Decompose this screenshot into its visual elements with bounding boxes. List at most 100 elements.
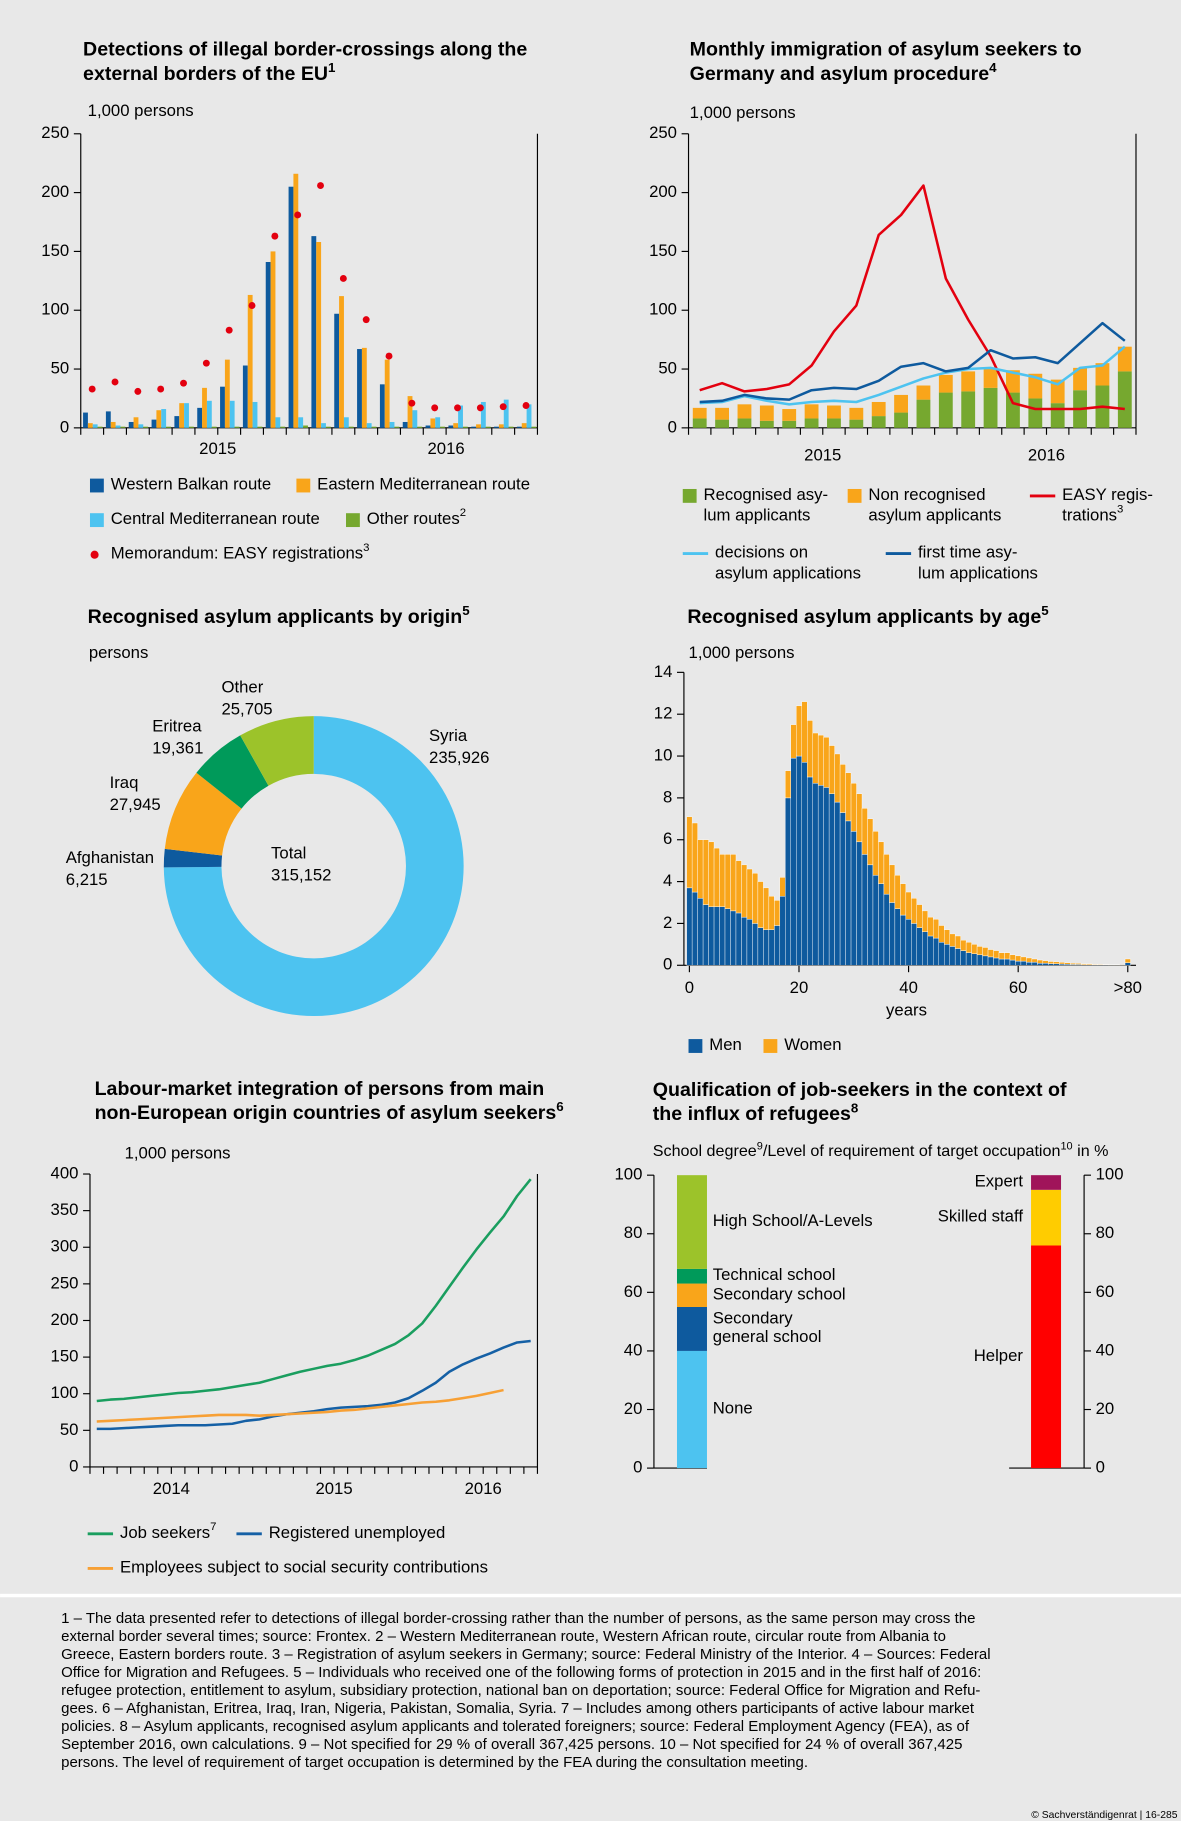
total-value: 315,152 <box>271 866 331 885</box>
chart-title: Labour-market integration of persons fro… <box>95 1078 564 1124</box>
bar <box>827 418 841 428</box>
bar <box>133 417 139 428</box>
bar <box>796 755 802 966</box>
bar <box>265 261 271 428</box>
bar <box>998 958 1005 966</box>
bar <box>922 910 928 933</box>
y-tick-label: 0 <box>69 1456 78 1475</box>
x-tick-label: 0 <box>685 978 694 997</box>
x-tick-label: 2015 <box>804 446 841 465</box>
point <box>431 404 439 412</box>
bar-segment <box>1031 1189 1062 1246</box>
x-tick-label: 2014 <box>153 1479 190 1498</box>
total-value-line: 315,152 <box>271 866 331 885</box>
bar <box>927 935 934 966</box>
bar <box>1028 373 1043 399</box>
bar <box>719 906 726 966</box>
segment-label: Secondary school <box>713 1285 846 1304</box>
bar <box>526 404 532 428</box>
slice-value-label: 6,215 <box>66 871 108 890</box>
point <box>88 385 96 393</box>
y-tick-label: 60 <box>1096 1282 1115 1301</box>
bar <box>735 860 742 914</box>
superscript: 4 <box>989 60 997 75</box>
point <box>202 359 210 367</box>
chart-title: Monthly immigration of asylum seekers to… <box>690 39 1082 85</box>
bar <box>737 404 752 419</box>
bar <box>1064 962 1071 965</box>
y-tick-label: 40 <box>624 1340 643 1359</box>
bar <box>316 242 322 428</box>
legend-label-line: lum applicants <box>704 506 811 525</box>
point <box>134 387 142 395</box>
bar <box>982 947 989 957</box>
bar <box>494 426 499 428</box>
segment-label: Technical school <box>713 1266 836 1285</box>
legend-label-line: Memorandum: EASY registrations <box>111 544 363 563</box>
bar <box>730 854 737 912</box>
bar <box>916 399 931 428</box>
bar <box>960 950 967 966</box>
x-tick-label-line: 2016 <box>428 439 465 458</box>
x-tick-label: 40 <box>899 978 918 997</box>
bar <box>807 776 813 966</box>
y-tick-label: 2 <box>663 913 672 932</box>
bar <box>790 757 797 966</box>
bar <box>339 296 344 428</box>
superscript: 3 <box>1117 504 1123 516</box>
pie-slice <box>163 716 464 1017</box>
bar <box>120 426 126 428</box>
chart-title-line: Recognised asylum applicants by origin <box>88 606 463 628</box>
bar <box>1004 952 1011 960</box>
bar <box>943 944 950 966</box>
bar <box>334 313 340 428</box>
x-tick-label: 60 <box>1009 978 1028 997</box>
bar <box>92 424 98 428</box>
bar <box>371 426 377 428</box>
bar <box>1009 959 1016 966</box>
bar <box>817 785 824 966</box>
bar <box>1117 346 1132 372</box>
bar <box>430 418 436 428</box>
segment-label-line: Expert <box>975 1172 1024 1191</box>
bar <box>1053 961 1060 965</box>
bar <box>763 929 770 966</box>
bar <box>916 385 931 400</box>
chart-title: Recognised asylum applicants by origin5 <box>88 603 471 629</box>
bar <box>229 400 235 428</box>
slice-label: Other <box>221 678 263 697</box>
slice-value-label-line: 235,926 <box>429 748 489 767</box>
bar <box>872 875 879 966</box>
legend-label-line: Recognised asy- <box>704 485 829 504</box>
y-tick-label: 300 <box>51 1237 79 1256</box>
bar <box>692 418 707 428</box>
bar <box>993 950 1000 959</box>
legend-label: Recognised asy-lum applicants <box>704 485 829 525</box>
chart-title-line: Qualification of job-seekers in the cont… <box>653 1079 1067 1101</box>
bar <box>1097 964 1104 966</box>
bar <box>757 927 764 966</box>
bar <box>1042 962 1049 966</box>
bar <box>961 371 976 392</box>
slice-value-label-line: 27,945 <box>110 796 161 815</box>
bar <box>878 841 885 884</box>
bar <box>715 407 730 420</box>
superscript: 1 <box>328 60 336 75</box>
bar <box>202 387 207 428</box>
bar <box>366 423 372 428</box>
bar <box>1117 371 1132 428</box>
y-tick-label: 0 <box>60 417 69 436</box>
bar <box>856 841 863 966</box>
legend-label: EASY regis-trations3 <box>1062 485 1153 525</box>
bar <box>708 841 715 907</box>
bar <box>1028 398 1043 428</box>
x-tick-label: >80 <box>1114 978 1142 997</box>
superscript: 8 <box>851 1100 858 1115</box>
y-axis-label-line: 1,000 persons <box>689 643 795 662</box>
point <box>157 385 165 393</box>
bar <box>458 405 463 428</box>
bar <box>1009 954 1016 961</box>
legend-label-line: first time asy- <box>918 543 1017 562</box>
bar <box>697 898 704 966</box>
